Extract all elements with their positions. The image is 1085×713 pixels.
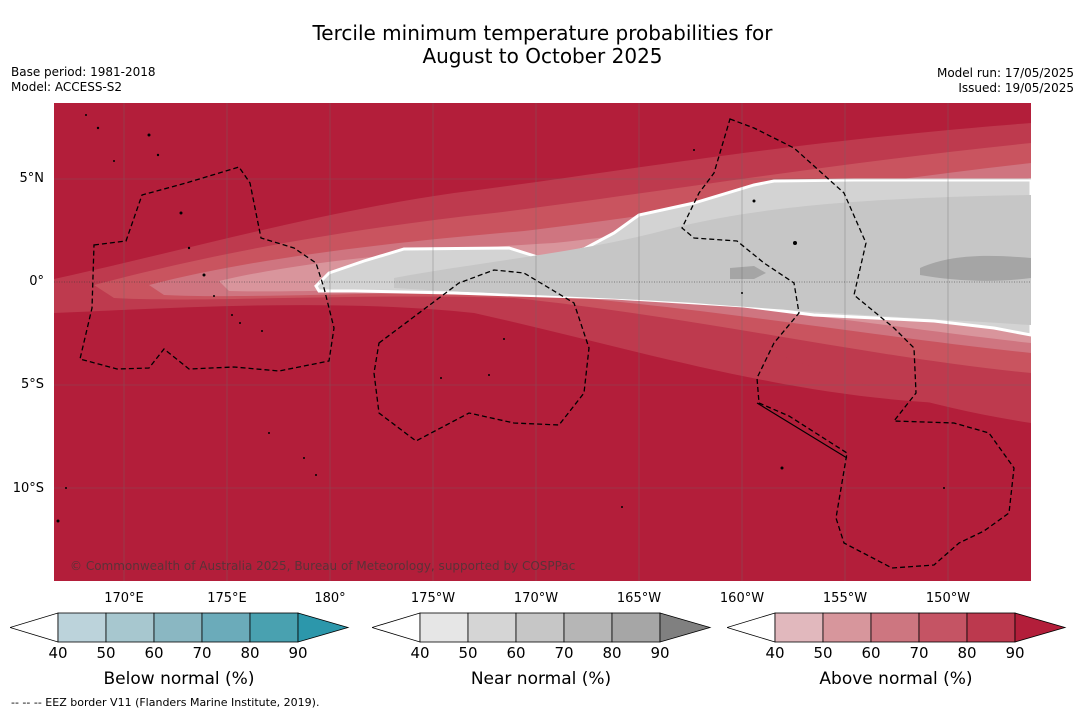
islands: [56, 114, 945, 523]
model-name: Model: ACCESS-S2: [11, 80, 123, 94]
eez-borders: [79, 118, 1015, 569]
copyright-notice: © Commonwealth of Australia 2025, Bureau…: [70, 559, 576, 573]
base-period: Base period: 1981-2018: [11, 65, 156, 79]
tick: 40: [48, 644, 68, 662]
issued-date: Issued: 19/05/2025: [958, 81, 1074, 95]
near-60-zone: [394, 195, 1031, 325]
eez-border-east: [681, 118, 1015, 569]
colorbar-near-50: [467, 612, 517, 643]
map-title: Tercile minimum temperature probabilitie…: [0, 22, 1085, 68]
tick: 80: [240, 644, 260, 662]
lon-label-175w: 175°W: [410, 591, 456, 606]
near-70-patch: [730, 266, 766, 279]
tick: 60: [144, 644, 164, 662]
colorbar-above-80: [966, 612, 1016, 643]
colorbar-above-50: [822, 612, 872, 643]
colorbar-above-label: Above normal (%): [819, 669, 973, 689]
above-80-zone-south: [774, 323, 1031, 423]
tick: 50: [96, 644, 116, 662]
colorbar-above-40: [774, 612, 824, 643]
colorbar-near-label: Near normal (%): [470, 669, 612, 689]
eez-border-central: [373, 269, 590, 442]
model-run: Model run: 17/05/2025: [936, 66, 1074, 80]
probability-map: [54, 103, 1031, 581]
lon-label-180: 180°: [314, 591, 346, 606]
tick: 50: [458, 644, 478, 662]
colorbar-below-under: [10, 612, 59, 643]
map-title-line2: August to October 2025: [422, 44, 663, 68]
lat-label-10s: 10°S: [12, 481, 44, 496]
map-title-line1: Tercile minimum temperature probabilitie…: [312, 21, 773, 45]
lat-label-5s: 5°S: [20, 377, 44, 392]
lon-label-165w: 165°W: [616, 591, 662, 606]
colorbar-near-normal: [372, 612, 712, 643]
colorbar-below-over: [297, 612, 350, 643]
graticule: [54, 103, 1031, 581]
colorbar-above-under: [727, 612, 776, 643]
meta-right: Model run: 17/05/2025 Issued: 19/05/2025: [937, 66, 1074, 96]
colorbar-below-80: [249, 612, 299, 643]
colorbar-below-normal: [10, 612, 350, 643]
tick: 90: [1005, 644, 1025, 662]
lon-label-170w: 170°W: [513, 591, 559, 606]
lat-label-0: 0°: [29, 274, 44, 289]
tick: 60: [506, 644, 526, 662]
tick: 90: [650, 644, 670, 662]
tick: 90: [288, 644, 308, 662]
tick: 60: [861, 644, 881, 662]
colorbar-above-70: [918, 612, 968, 643]
colorbar-above-60: [870, 612, 920, 643]
lon-label-170e: 170°E: [104, 591, 144, 606]
colorbar-near-over: [659, 612, 712, 643]
lon-label-150w: 150°W: [925, 591, 971, 606]
colorbar-near-under: [372, 612, 421, 643]
tick: 40: [765, 644, 785, 662]
colorbar-below-40: [57, 612, 107, 643]
colorbar-below-70: [201, 612, 251, 643]
colorbar-near-80: [611, 612, 661, 643]
tick: 70: [909, 644, 929, 662]
tick: 40: [410, 644, 430, 662]
meta-left: Base period: 1981-2018 Model: ACCESS-S2: [11, 65, 156, 95]
tick: 70: [554, 644, 574, 662]
lon-label-155w: 155°W: [822, 591, 868, 606]
colorbar-near-70: [563, 612, 613, 643]
lon-label-175e: 175°E: [207, 591, 247, 606]
eez-border-solid: [756, 402, 848, 459]
colorbar-below-50: [105, 612, 155, 643]
lat-label-5n: 5°N: [19, 171, 45, 186]
tick: 80: [957, 644, 977, 662]
colorbar-near-60: [515, 612, 565, 643]
lon-label-160w: 160°W: [719, 591, 765, 606]
eez-border-west: [79, 166, 335, 372]
colorbar-above-over: [1014, 612, 1067, 643]
colorbar-below-label: Below normal (%): [103, 669, 255, 689]
colorbar-above-normal: [727, 612, 1067, 643]
tick: 80: [602, 644, 622, 662]
eez-footnote: -- -- -- EEZ border V11 (Flanders Marine…: [11, 696, 320, 709]
tick: 50: [813, 644, 833, 662]
colorbar-below-60: [153, 612, 203, 643]
tick: 70: [192, 644, 212, 662]
colorbar-near-40: [419, 612, 469, 643]
